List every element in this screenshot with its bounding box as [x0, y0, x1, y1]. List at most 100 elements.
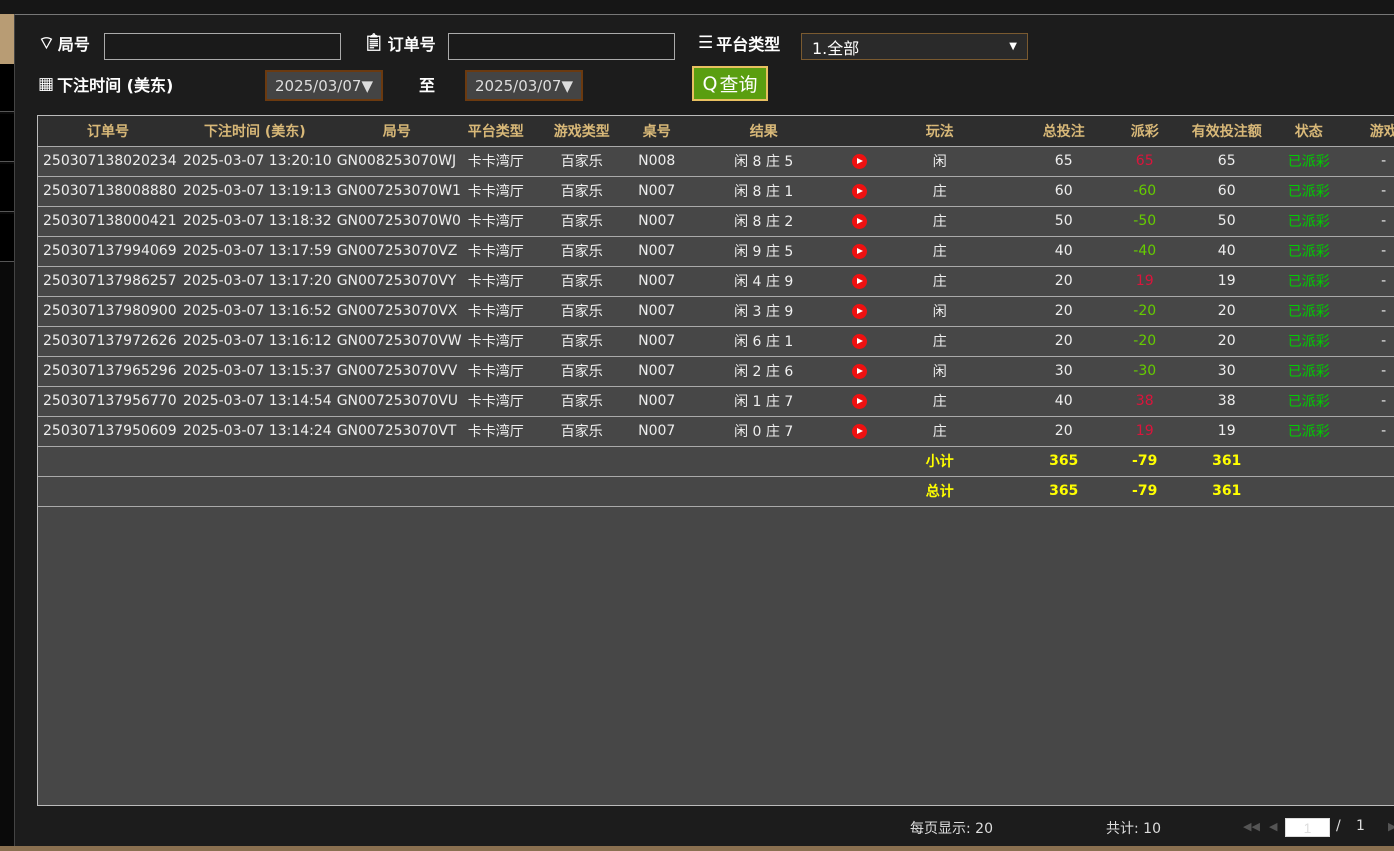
side-tab[interactable] [0, 214, 14, 262]
cell-total-bet: 20 [1007, 296, 1120, 327]
side-tab[interactable] [0, 114, 14, 162]
total-count: 共计: 10 [1106, 821, 1161, 837]
total-total_bet: 365 [1007, 476, 1120, 507]
cell-order-no: 250307138008880 [38, 176, 178, 207]
play-icon [852, 333, 868, 349]
cell-result: 闲 6 庄 1 [679, 326, 848, 357]
replay-button[interactable] [847, 206, 872, 237]
table-row: 250307138020234 2025-03-07 13:20:10 GN0082… [38, 146, 1394, 177]
replay-button[interactable] [847, 176, 872, 207]
search-icon: Q [702, 72, 718, 95]
cell-bet-time: 2025-03-07 13:16:52 [178, 296, 332, 327]
order-input[interactable] [448, 33, 675, 60]
cell-result: 闲 4 庄 9 [679, 266, 848, 297]
cell-valid-bet: 65 [1169, 146, 1284, 177]
cell-total-bet: 20 [1007, 416, 1120, 447]
cell-table-no: N007 [633, 356, 680, 387]
cell-total-bet: 20 [1007, 266, 1120, 297]
cell-bet-time: 2025-03-07 13:15:37 [178, 356, 332, 387]
subtotal-payout: -79 [1119, 446, 1170, 477]
table-row: 250307138008880 2025-03-07 13:19:13 GN0072… [38, 176, 1394, 207]
cell-platform: 卡卡湾厅 [461, 206, 530, 237]
cell-bet-type: 庄 [871, 416, 1008, 447]
cell-round-no: GN007253070VW [331, 326, 462, 357]
side-tab[interactable] [0, 164, 14, 212]
round-input[interactable] [104, 33, 341, 60]
cell-status: 已派彩 [1283, 146, 1334, 177]
cell-bet-time: 2025-03-07 13:18:32 [178, 206, 332, 237]
cell-game-type: 百家乐 [529, 296, 634, 327]
cell-game: - [1333, 146, 1394, 177]
cell-result: 闲 8 庄 5 [679, 146, 848, 177]
header-payout: 派彩 [1119, 116, 1170, 147]
cell-game: - [1333, 356, 1394, 387]
cell-game-type: 百家乐 [529, 356, 634, 387]
cell-status: 已派彩 [1283, 356, 1334, 387]
cell-valid-bet: 40 [1169, 236, 1284, 267]
replay-button[interactable] [847, 416, 872, 447]
date-to-picker[interactable]: 2025/03/07 ▼ [465, 70, 583, 101]
cell-bet-type: 庄 [871, 176, 1008, 207]
play-icon [852, 273, 868, 289]
cell-payout: 19 [1119, 416, 1170, 447]
cell-valid-bet: 60 [1169, 176, 1284, 207]
date-from-picker[interactable]: 2025/03/07 ▼ [265, 70, 383, 101]
cell-total-bet: 50 [1007, 206, 1120, 237]
cell-round-no: GN007253070W1 [331, 176, 462, 207]
cell-order-no: 250307137972626 [38, 326, 178, 357]
next-page-icon[interactable]: ▶ [1388, 820, 1394, 833]
platform-select[interactable]: 1.全部 ▼ [801, 33, 1028, 60]
replay-button[interactable] [847, 266, 872, 297]
cell-status: 已派彩 [1283, 236, 1334, 267]
side-tab-active[interactable] [0, 14, 14, 64]
replay-button[interactable] [847, 146, 872, 177]
cell-table-no: N007 [633, 326, 680, 357]
cell-table-no: N007 [633, 236, 680, 267]
cell-status: 已派彩 [1283, 386, 1334, 417]
cell-payout: -40 [1119, 236, 1170, 267]
cell-payout: 65 [1119, 146, 1170, 177]
cell-status: 已派彩 [1283, 206, 1334, 237]
first-page-icon[interactable]: ◀◀ [1243, 820, 1260, 833]
cell-bet-type: 庄 [871, 236, 1008, 267]
play-icon [852, 153, 868, 169]
cell-table-no: N007 [633, 386, 680, 417]
replay-button[interactable] [847, 326, 872, 357]
cell-game-type: 百家乐 [529, 326, 634, 357]
cell-bet-type: 闲 [871, 146, 1008, 177]
cell-valid-bet: 20 [1169, 296, 1284, 327]
cell-result: 闲 2 庄 6 [679, 356, 848, 387]
search-button[interactable]: Q 查询 [692, 66, 768, 101]
cell-bet-time: 2025-03-07 13:20:10 [178, 146, 332, 177]
header-replay [847, 116, 872, 147]
side-tabs [0, 14, 14, 846]
cell-platform: 卡卡湾厅 [461, 386, 530, 417]
cell-game-type: 百家乐 [529, 386, 634, 417]
cell-table-no: N007 [633, 176, 680, 207]
cell-status: 已派彩 [1283, 176, 1334, 207]
cell-order-no: 250307137986257 [38, 266, 178, 297]
cell-result: 闲 9 庄 5 [679, 236, 848, 267]
page-input[interactable] [1285, 818, 1330, 837]
replay-button[interactable] [847, 386, 872, 417]
cell-platform: 卡卡湾厅 [461, 296, 530, 327]
cell-total-bet: 20 [1007, 326, 1120, 357]
server-icon: ☰ [698, 33, 714, 53]
replay-button[interactable] [847, 356, 872, 387]
header-result: 结果 [679, 116, 848, 147]
cell-valid-bet: 38 [1169, 386, 1284, 417]
header-game-type: 游戏类型 [529, 116, 634, 147]
table-row: 250307137950609 2025-03-07 13:14:24 GN0072… [38, 416, 1394, 447]
replay-button[interactable] [847, 236, 872, 267]
cell-result: 闲 8 庄 1 [679, 176, 848, 207]
side-tab[interactable] [0, 64, 14, 112]
subtotal-row: 小计 365 -79 361 [38, 446, 1394, 477]
replay-button[interactable] [847, 296, 872, 327]
total-valid_bet: 361 [1169, 476, 1284, 507]
cell-payout: -50 [1119, 206, 1170, 237]
header-total-bet: 总投注 [1007, 116, 1120, 147]
cell-bet-time: 2025-03-07 13:17:59 [178, 236, 332, 267]
total-label: 总计 [871, 476, 1008, 507]
table-row: 250307137994069 2025-03-07 13:17:59 GN0072… [38, 236, 1394, 267]
prev-page-icon[interactable]: ◀ [1269, 820, 1278, 833]
